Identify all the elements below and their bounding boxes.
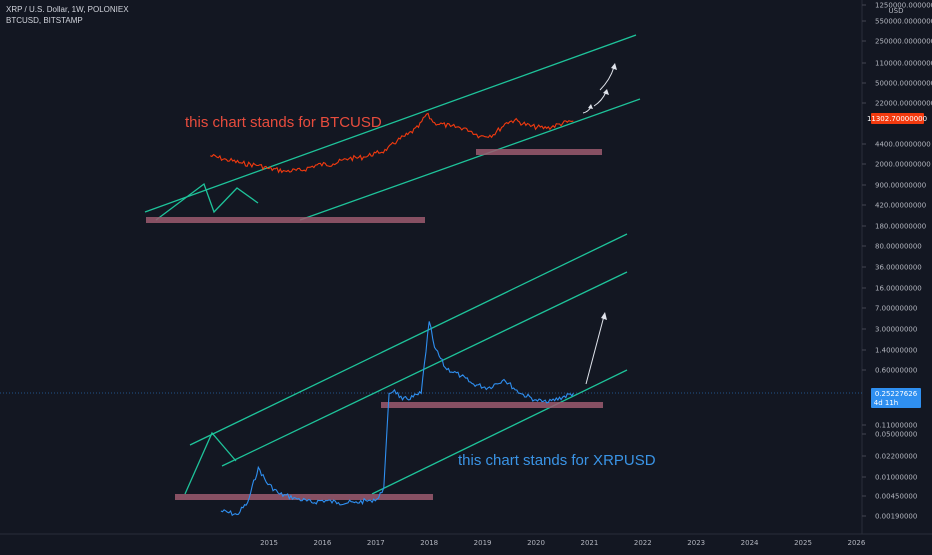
price-tick-label: 250000.00000000 [875,38,932,46]
time-tick-label: 2015 [260,539,278,547]
price-tick-label: 0.01000000 [875,474,917,482]
time-tick-label: 2016 [313,539,331,547]
price-tick-label: 0.11000000 [875,422,917,430]
main-symbol-label[interactable]: XRP / U.S. Dollar, 1W, POLONIEX [6,4,129,15]
price-tick-label: 50000.00000000 [875,80,932,88]
xrp-annotation-label[interactable]: this chart stands for XRPUSD [458,452,656,469]
price-tick-label: 2000.00000000 [875,161,931,169]
time-tick-label: 2021 [580,539,598,547]
price-tick-label: 22000.00000000 [875,100,932,108]
price-tick-label: 550000.00000000 [875,18,932,26]
time-tick-label: 2024 [741,539,759,547]
price-tick-label: 0.00450000 [875,493,917,501]
compare-symbol-label[interactable]: BTCUSD, BITSTAMP [6,15,129,26]
time-tick-label: 2026 [847,539,865,547]
price-tick-label: 110000.00000000 [875,60,932,68]
price-tick-label: 1250000.00000000 [875,2,932,10]
price-axis-currency: USD [889,7,904,15]
btc-support-zone-high[interactable] [476,149,602,155]
time-tick-label: 2018 [420,539,438,547]
time-tick-label: 2017 [367,539,385,547]
xrp-badge-countdown: 4d 11h [874,399,898,407]
price-tick-label: 0.60000000 [875,367,917,375]
xrp-badge-value: 0.25227626 [875,390,918,398]
time-tick-label: 2023 [687,539,705,547]
time-tick-label: 2025 [794,539,812,547]
price-tick-label: 7.00000000 [875,305,917,313]
price-tick-label: 36.00000000 [875,264,922,272]
price-tick-label: 0.00190000 [875,513,917,521]
time-tick-label: 2022 [634,539,652,547]
chart-header: XRP / U.S. Dollar, 1W, POLONIEX BTCUSD, … [6,4,129,26]
time-tick-label: 2020 [527,539,545,547]
btc-badge-value: 11302.70000000 [867,115,927,123]
price-tick-label: 420.00000000 [875,202,926,210]
price-tick-label: 0.02200000 [875,453,917,461]
price-tick-label: 0.05000000 [875,431,917,439]
price-tick-label: 1.40000000 [875,347,917,355]
btc-support-zone-low[interactable] [146,217,425,223]
price-tick-label: 16.00000000 [875,285,922,293]
price-tick-label: 900.00000000 [875,182,926,190]
time-tick-label: 2019 [474,539,492,547]
price-tick-label: 180.00000000 [875,223,926,231]
price-tick-label: 4400.00000000 [875,141,931,149]
price-tick-label: 80.00000000 [875,243,922,251]
btc-price-badge: 11302.70000000 [867,113,927,124]
xrp-support-zone-high[interactable] [381,402,603,408]
btc-annotation-label[interactable]: this chart stands for BTCUSD [185,114,382,131]
xrp-price-badge: 0.25227626 4d 11h [871,388,921,408]
price-tick-label: 3.00000000 [875,326,917,334]
